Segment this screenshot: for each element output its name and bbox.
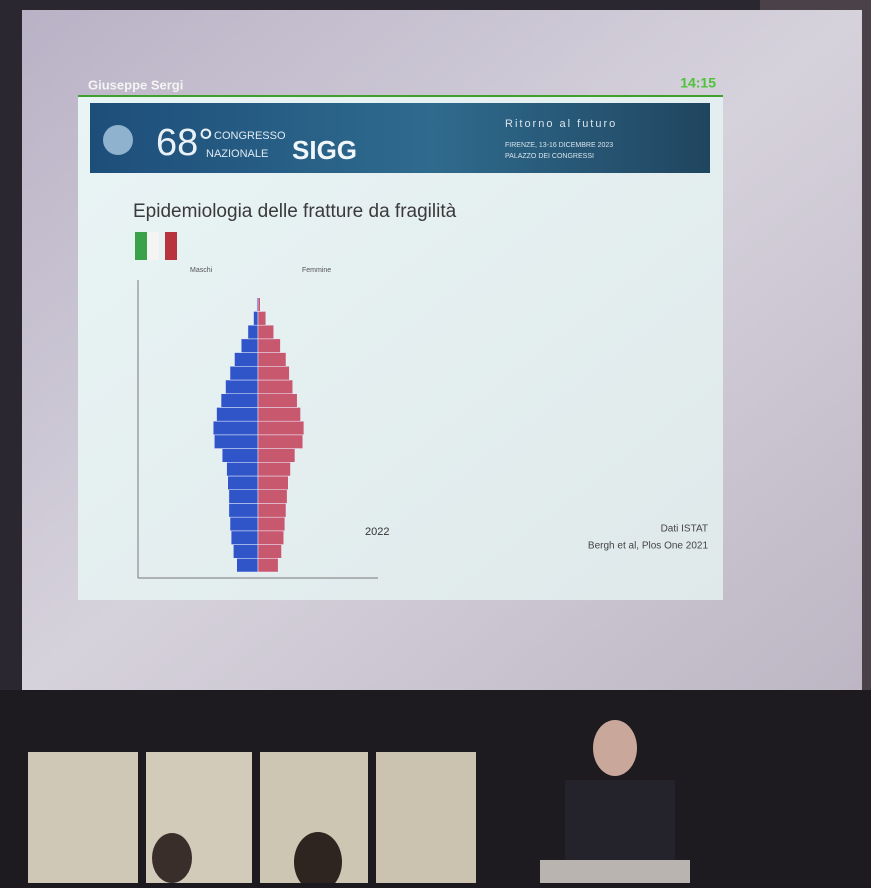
lectern [540,860,690,883]
bar [237,558,258,572]
legend-label: Femmine [302,267,331,274]
clock: 14:15 [680,75,716,91]
bar [248,325,258,339]
bar [230,517,258,531]
bar [258,462,290,476]
bar [229,503,258,517]
bar [258,311,266,325]
flag-white [147,232,159,260]
bar [234,353,258,367]
speaker-head [593,720,637,776]
legend-label: Maschi [190,267,213,274]
bar [258,298,260,312]
bar [222,449,258,463]
bar [258,558,278,572]
congress: CONGRESSO [214,130,286,142]
flag-red [165,232,177,260]
bar [258,380,293,394]
bar [231,531,258,545]
dates: FIRENZE, 13-16 DICEMBRE 2023 [505,142,613,149]
bar [214,435,258,449]
photo: Giuseppe Sergi 14:15 68° CONGRESSO NAZIO… [0,0,871,883]
bar [228,476,258,490]
bar [221,394,258,408]
bar [258,421,304,435]
society: SIGG [292,135,357,165]
bar [230,366,258,380]
bar [258,517,285,531]
bar [258,435,303,449]
bar [258,339,280,353]
bar [258,503,286,517]
bar [258,366,289,380]
bar [258,394,297,408]
bar [226,380,258,394]
logo [103,125,133,155]
bar [227,462,258,476]
bar [258,476,288,490]
scene-svg: Giuseppe Sergi 14:15 68° CONGRESSO NAZIO… [0,0,871,883]
header-line [78,95,723,97]
bar [258,531,284,545]
bar [229,490,258,504]
person [152,833,192,883]
bar [233,545,258,559]
slide-title: Epidemiologia delle fratture da fragilit… [133,201,457,222]
panel [376,752,476,883]
bar [254,311,258,325]
year: 2022 [365,526,389,538]
bar [258,490,287,504]
bar [258,545,282,559]
speaker: Giuseppe Sergi [88,77,183,92]
motto: Ritorno al futuro [505,118,617,130]
bar [241,339,258,353]
bar [258,449,295,463]
venue: PALAZZO DEI CONGRESSI [505,153,594,160]
bar [258,325,274,339]
edition: 68° [156,122,213,164]
reference: Bergh et al, Plos One 2021 [588,541,709,552]
bar [217,407,258,421]
flag-green [135,232,147,260]
national: NAZIONALE [206,148,268,160]
bar [258,353,286,367]
bar [258,407,301,421]
bar [213,421,258,435]
panel [28,752,138,883]
source: Dati ISTAT [661,524,708,535]
